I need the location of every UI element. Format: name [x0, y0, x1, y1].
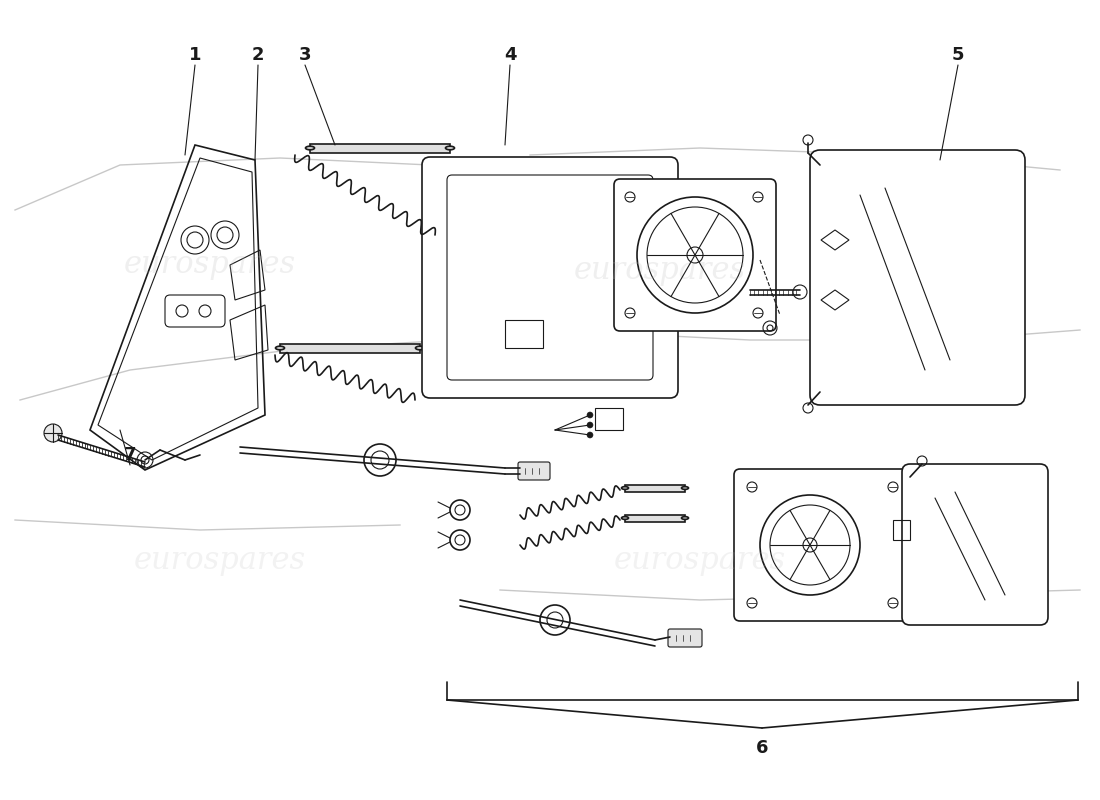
Ellipse shape	[416, 346, 425, 350]
Text: 2: 2	[252, 46, 264, 64]
Text: 7: 7	[123, 446, 136, 464]
Circle shape	[364, 444, 396, 476]
FancyBboxPatch shape	[165, 295, 226, 327]
Text: 1: 1	[189, 46, 201, 64]
Text: eurospares: eurospares	[614, 545, 786, 575]
Circle shape	[688, 247, 703, 263]
Text: 4: 4	[504, 46, 516, 64]
Ellipse shape	[682, 517, 689, 519]
Text: 5: 5	[952, 46, 965, 64]
FancyBboxPatch shape	[810, 150, 1025, 405]
Ellipse shape	[621, 517, 628, 519]
Text: eurospares: eurospares	[134, 545, 306, 575]
Ellipse shape	[446, 146, 454, 150]
Text: eurospares: eurospares	[124, 250, 296, 281]
FancyBboxPatch shape	[614, 179, 776, 331]
FancyBboxPatch shape	[902, 464, 1048, 625]
Circle shape	[587, 422, 593, 428]
Polygon shape	[310, 143, 450, 153]
FancyBboxPatch shape	[668, 629, 702, 647]
Circle shape	[803, 538, 817, 552]
FancyBboxPatch shape	[518, 462, 550, 480]
Bar	[505, 320, 543, 348]
Circle shape	[587, 432, 593, 438]
FancyBboxPatch shape	[447, 175, 653, 380]
Polygon shape	[625, 514, 685, 522]
Circle shape	[450, 530, 470, 550]
Circle shape	[44, 424, 62, 442]
Circle shape	[540, 605, 570, 635]
Text: eurospares: eurospares	[574, 254, 746, 286]
Bar	[595, 408, 623, 430]
Polygon shape	[280, 343, 420, 353]
Text: 3: 3	[299, 46, 311, 64]
Ellipse shape	[682, 486, 689, 490]
Circle shape	[450, 500, 470, 520]
Text: 6: 6	[756, 739, 768, 757]
FancyBboxPatch shape	[734, 469, 911, 621]
Ellipse shape	[621, 486, 628, 490]
Ellipse shape	[306, 146, 315, 150]
Polygon shape	[625, 485, 685, 491]
FancyBboxPatch shape	[422, 157, 678, 398]
Circle shape	[587, 412, 593, 418]
Ellipse shape	[275, 346, 285, 350]
